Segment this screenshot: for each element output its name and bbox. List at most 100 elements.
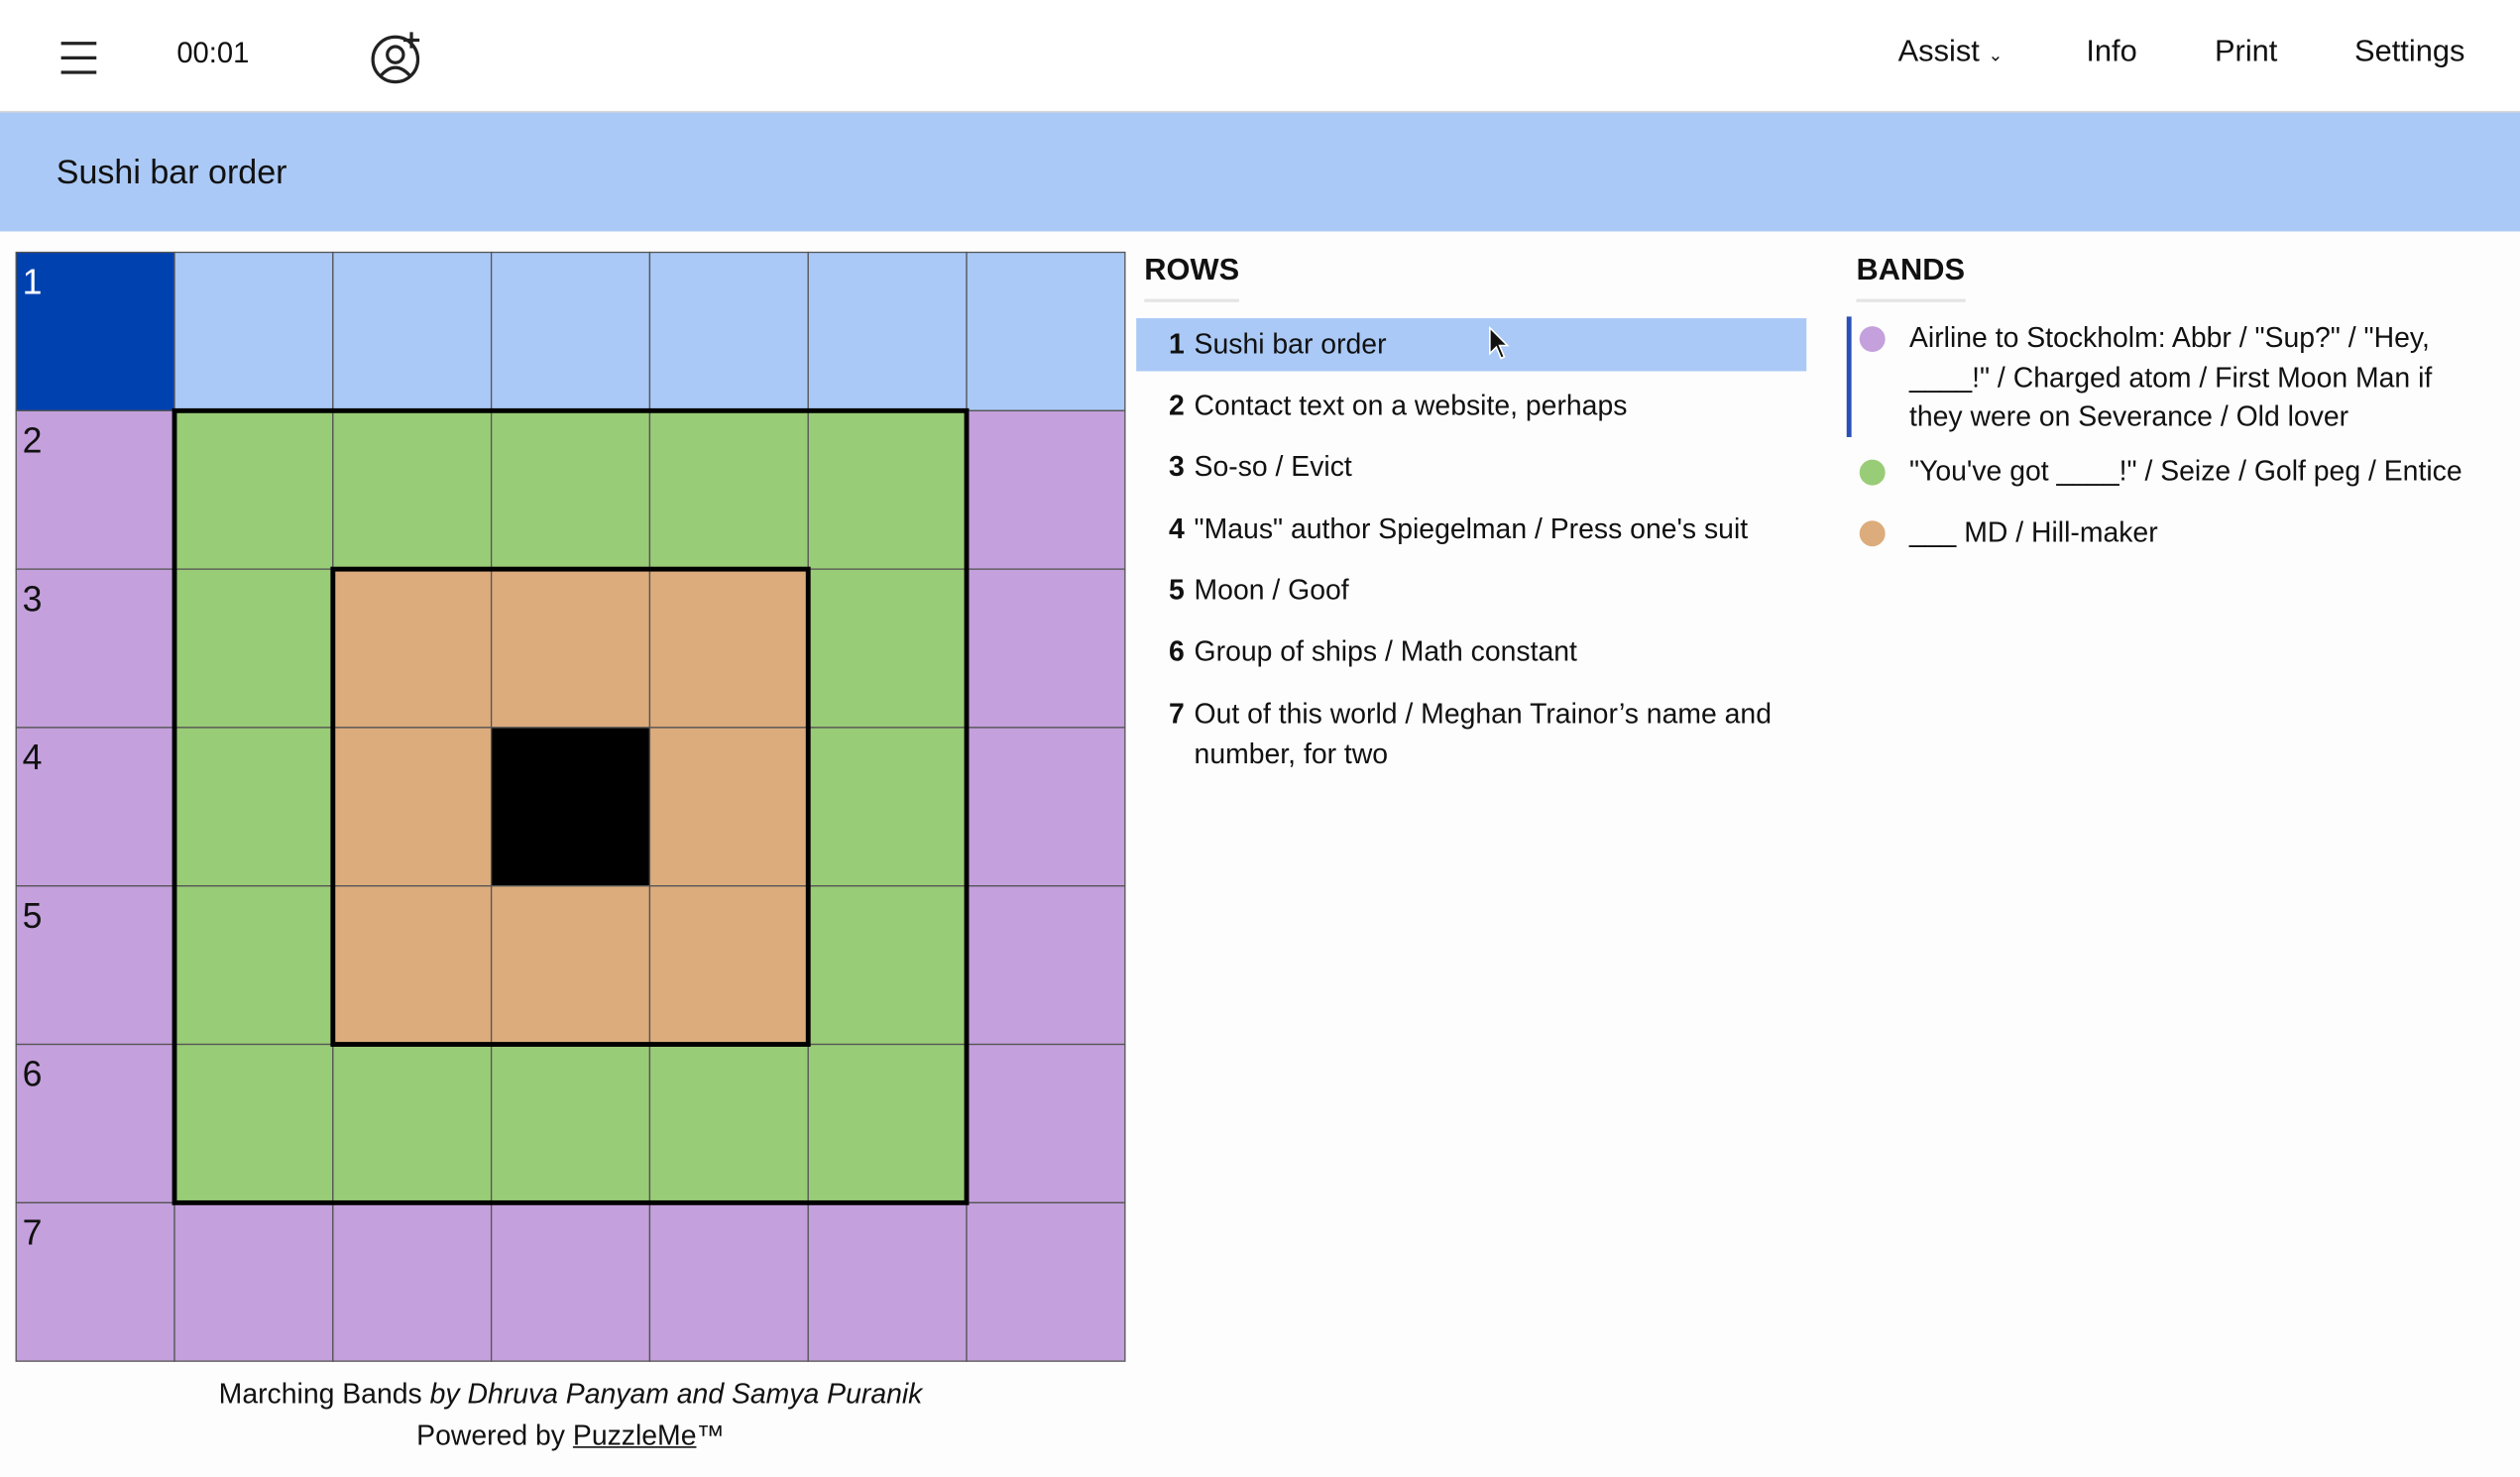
clue-number: 7 (1169, 697, 1185, 731)
cell-number: 4 (23, 738, 43, 777)
bands-heading: BANDS (1856, 254, 1966, 302)
cell-number: 2 (23, 420, 43, 460)
grid-cell[interactable] (15, 251, 175, 411)
grid-cell[interactable] (173, 568, 334, 729)
row-clue[interactable]: 5 Moon / Goof (1136, 564, 1806, 617)
grid-cell[interactable] (807, 1201, 968, 1362)
grid-cell[interactable] (648, 885, 809, 1046)
clue-number: 2 (1169, 389, 1185, 421)
grid-cell[interactable] (332, 1043, 493, 1204)
row-clue[interactable]: 2 Contact text on a website, perhaps (1136, 380, 1806, 432)
grid-cell[interactable] (15, 409, 175, 570)
grid-cell[interactable] (807, 568, 968, 729)
grid-cell[interactable] (648, 409, 809, 570)
band-clue[interactable]: Airline to Stockholm: Abbr / "Sup?" / "H… (1856, 318, 2490, 436)
print-menu[interactable]: Print (2215, 35, 2278, 69)
grid-cell[interactable] (648, 727, 809, 887)
grid-cell[interactable] (966, 568, 1126, 729)
row-clue[interactable]: 1 Sushi bar order (1136, 317, 1807, 371)
grid-cell[interactable] (15, 1043, 175, 1204)
puzzle-grid: 1 2 3 4 5 6 7 (15, 251, 1126, 1362)
clue-text: "You've got ____!" / Seize / Golf peg / … (1908, 454, 2463, 488)
grid-cell[interactable] (332, 727, 493, 887)
clue-text: ___ MD / Hill-maker (1908, 515, 2158, 548)
grid-cell[interactable] (490, 568, 651, 729)
info-menu[interactable]: Info (2086, 35, 2137, 69)
grid-cell[interactable] (173, 251, 334, 411)
powered-label: Powered by (416, 1419, 566, 1451)
grid-cell[interactable] (807, 251, 968, 411)
clue-text: Moon / Goof (1194, 573, 1349, 607)
clue-number: 6 (1169, 634, 1185, 667)
grid-cell[interactable] (173, 1043, 334, 1204)
cell-number: 6 (23, 1055, 43, 1094)
timer: 00:01 (176, 37, 250, 69)
byline: by Dhruva Panyam and Samya Puranik (429, 1377, 923, 1410)
clue-text: So-so / Evict (1194, 449, 1352, 483)
grid-cell[interactable] (490, 1043, 651, 1204)
clue-text: Contact text on a website, perhaps (1194, 389, 1628, 421)
grid-cell[interactable] (173, 409, 334, 570)
grid-cell[interactable] (332, 409, 493, 570)
brand-link[interactable]: PuzzleMe (572, 1419, 697, 1451)
clue-number: 5 (1169, 573, 1185, 607)
grid-cell[interactable] (173, 1201, 334, 1362)
grid-cell[interactable] (332, 1201, 493, 1362)
grid-cell[interactable] (490, 251, 651, 411)
band-clue[interactable]: "You've got ____!" / Seize / Golf peg / … (1856, 452, 2490, 492)
grid-cell (490, 727, 651, 887)
band-dot (1859, 459, 1886, 486)
grid-cell[interactable] (332, 568, 493, 729)
current-clue: Sushi bar order (56, 154, 287, 191)
grid-cell[interactable] (15, 1201, 175, 1362)
grid-cell[interactable] (490, 1201, 651, 1362)
band-dot (1859, 326, 1886, 353)
grid-cell[interactable] (966, 1043, 1126, 1204)
band-border (330, 566, 811, 1047)
grid-cell[interactable] (966, 1201, 1126, 1362)
grid-cell[interactable] (490, 409, 651, 570)
settings-menu[interactable]: Settings (2354, 35, 2465, 69)
grid-cell[interactable] (966, 727, 1126, 887)
grid-cell[interactable] (173, 727, 334, 887)
invite-icon[interactable] (368, 29, 425, 86)
grid-cell[interactable] (966, 251, 1126, 411)
grid-cell[interactable] (966, 409, 1126, 570)
band-border (172, 407, 970, 1205)
grid-cell[interactable] (332, 885, 493, 1046)
powered: Powered by PuzzleMe™ (16, 1420, 1125, 1453)
row-clue[interactable]: 6 Group of ships / Math constant (1136, 625, 1806, 678)
row-clue[interactable]: 3 So-so / Evict (1136, 440, 1806, 493)
clue-text: Group of ships / Math constant (1194, 634, 1577, 667)
grid-cell[interactable] (807, 885, 968, 1046)
grid-cell[interactable] (807, 727, 968, 887)
assist-menu[interactable]: Assist ⌄ (1898, 36, 2004, 71)
grid-cell[interactable] (332, 251, 493, 411)
row-clue[interactable]: 4 "Maus" author Spiegelman / Press one's … (1136, 503, 1806, 555)
grid-cell[interactable] (648, 1043, 809, 1204)
grid-cell[interactable] (807, 409, 968, 570)
clue-text: Airline to Stockholm: Abbr / "Sup?" / "H… (1908, 321, 2433, 433)
grid-cell[interactable] (966, 885, 1126, 1046)
grid-cell[interactable] (490, 885, 651, 1046)
grid-cell[interactable] (15, 568, 175, 729)
toolbar: 00:01 Assist ⌄ Info Print Settings (0, 0, 2520, 113)
credit: Marching Bands by Dhruva Panyam and Samy… (16, 1377, 1125, 1411)
cell-number: 3 (23, 579, 43, 619)
band-clue[interactable]: ___ MD / Hill-maker (1856, 512, 2490, 552)
grid-cell[interactable] (648, 568, 809, 729)
cell-number: 1 (23, 263, 43, 302)
clue-bar: Sushi bar order (0, 112, 2520, 232)
grid-cell[interactable] (807, 1043, 968, 1204)
menu-label[interactable]: Assist (1897, 35, 1980, 69)
menu-icon[interactable] (57, 39, 99, 77)
clue-number: 3 (1169, 449, 1185, 483)
grid-cell[interactable] (173, 885, 334, 1046)
grid-cell[interactable] (648, 1201, 809, 1362)
grid-cell[interactable] (648, 251, 809, 411)
cell-number: 5 (23, 896, 43, 936)
grid-cell[interactable] (15, 727, 175, 887)
row-clue[interactable]: 7 Out of this world / Meghan Trainor’s na… (1136, 688, 1806, 779)
